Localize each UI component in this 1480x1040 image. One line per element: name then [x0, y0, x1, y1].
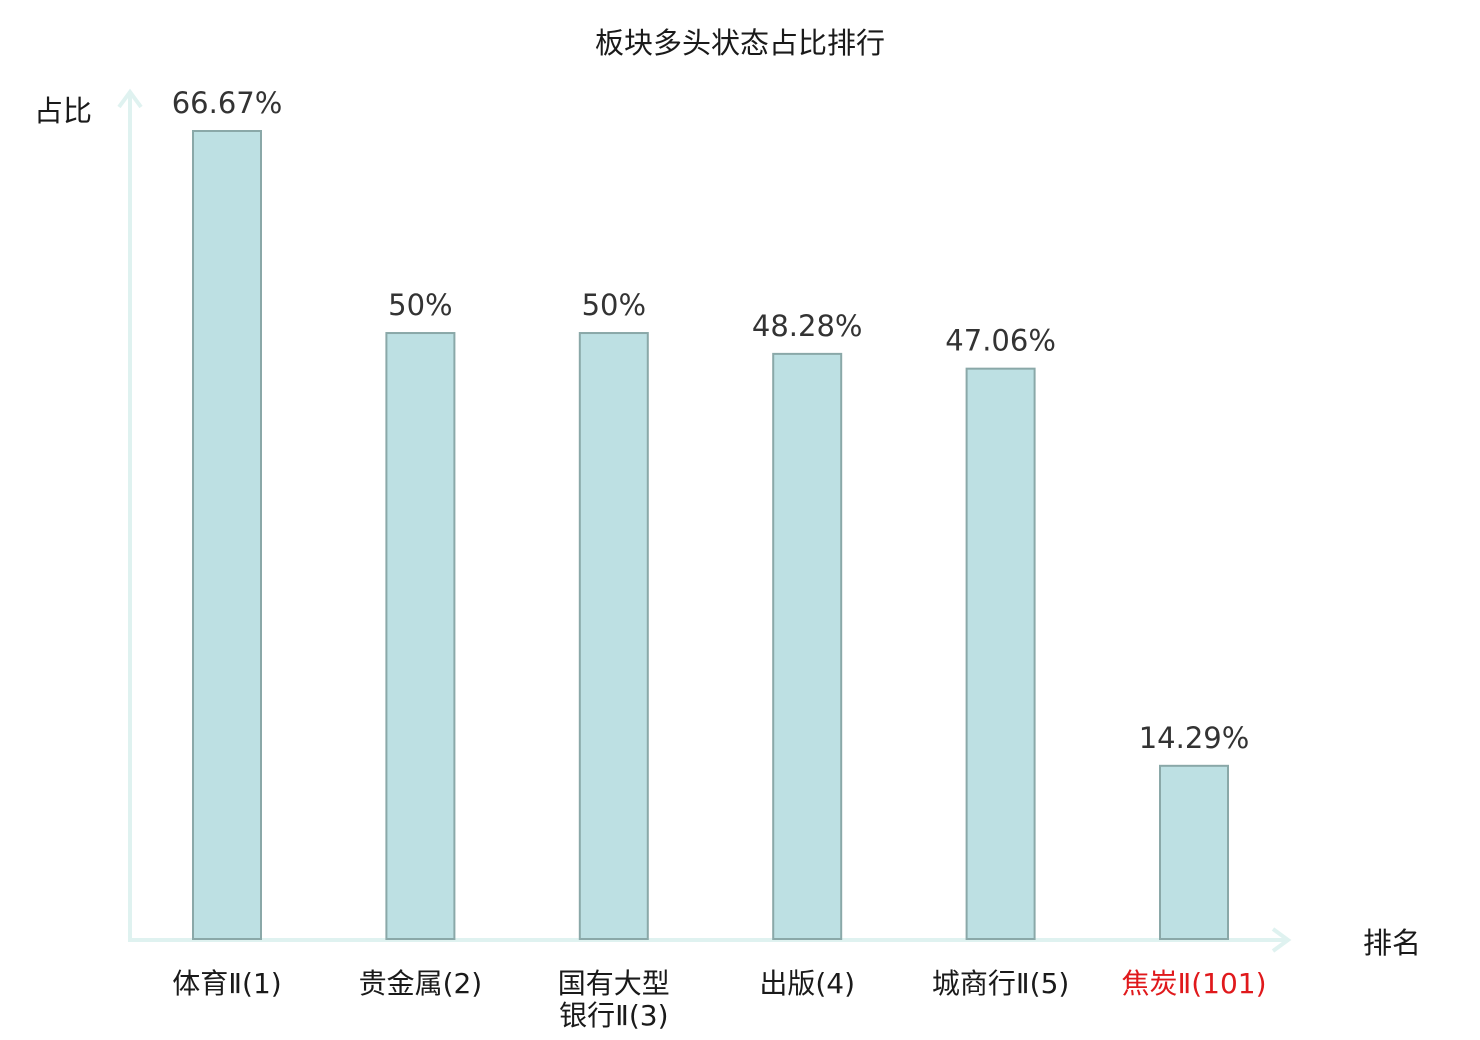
bar-3: [578, 332, 649, 941]
value-label-4: 48.28%: [752, 309, 863, 343]
bar-2: [385, 332, 456, 941]
bars-group: [192, 130, 1229, 941]
category-label-6: 焦炭Ⅱ(101): [1121, 967, 1266, 1000]
category-label-1: 体育Ⅱ(1): [172, 967, 281, 1000]
value-label-1: 66.67%: [172, 86, 283, 120]
value-label-3: 50%: [582, 288, 646, 322]
chart-title: 板块多头状态占比排行: [595, 26, 885, 60]
y-axis-label: 占比: [34, 94, 92, 128]
bar-6: [1159, 764, 1229, 940]
value-label-2: 50%: [388, 288, 452, 322]
category-label-2: 贵金属(2): [359, 967, 483, 1000]
value-label-5: 47.06%: [945, 324, 1056, 358]
bar-5: [965, 367, 1036, 940]
category-label-3-line-1: 国有大型: [558, 967, 670, 1000]
x-axis-arrow-icon: [1271, 927, 1292, 953]
category-label-4: 出版(4): [759, 967, 855, 1000]
category-label-5: 城商行Ⅱ(5): [932, 967, 1069, 1000]
x-axis-label: 排名: [1363, 926, 1421, 960]
bar-4: [772, 352, 843, 940]
bar-1: [192, 130, 262, 940]
value-labels-group: 66.67% 50% 50% 48.28% 47.06% 14.29%: [172, 86, 1250, 755]
category-label-3-line-2: 银行Ⅱ(3): [559, 999, 668, 1032]
value-label-6: 14.29%: [1139, 721, 1250, 755]
y-axis-arrow-icon: [117, 88, 143, 109]
